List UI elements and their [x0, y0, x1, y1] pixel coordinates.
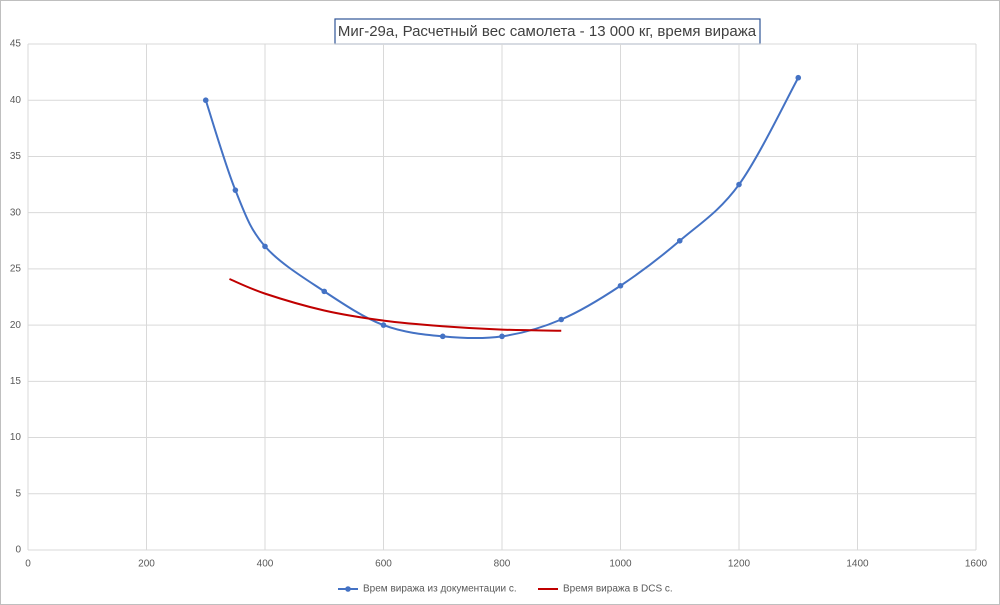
data-point	[439, 333, 446, 340]
series-line	[229, 278, 562, 332]
series-line	[204, 77, 800, 340]
data-point	[558, 316, 565, 323]
data-point	[676, 237, 683, 244]
y-tick-label: 45	[10, 39, 22, 50]
data-point	[736, 181, 742, 188]
x-tick-label: 1200	[728, 559, 751, 570]
y-tick-label: 25	[10, 264, 22, 275]
x-tick-label: 400	[257, 559, 274, 570]
x-tick-label: 200	[138, 559, 155, 570]
y-tick-label: 0	[15, 545, 21, 556]
x-tick-label: 600	[375, 559, 392, 570]
data-point	[795, 74, 802, 81]
y-tick-label: 5	[15, 488, 21, 499]
chart-title: Миг-29а, Расчетный вес самолета - 13 000…	[338, 23, 757, 40]
y-tick-label: 30	[10, 207, 22, 218]
y-tick-label: 35	[10, 151, 22, 162]
data-point	[499, 333, 505, 340]
y-tick-label: 40	[10, 95, 22, 106]
legend-label: Врем виража из документации с.	[363, 584, 517, 595]
title-box	[334, 18, 761, 45]
y-tick-label: 15	[10, 376, 22, 387]
data-point	[262, 243, 268, 250]
x-tick-label: 1400	[846, 559, 869, 570]
legend-label: Время виража в DCS с.	[563, 584, 673, 595]
legend-marker	[345, 586, 351, 592]
x-tick-label: 1000	[609, 559, 632, 570]
y-tick-label: 20	[10, 320, 22, 331]
data-point	[202, 97, 209, 104]
x-tick-label: 0	[25, 559, 31, 570]
data-point	[617, 282, 624, 289]
x-tick-label: 1600	[965, 559, 988, 570]
y-tick-label: 10	[10, 432, 22, 443]
x-tick-label: 800	[494, 559, 511, 570]
data-point	[380, 322, 387, 328]
data-point	[321, 288, 328, 295]
data-point	[232, 187, 239, 193]
